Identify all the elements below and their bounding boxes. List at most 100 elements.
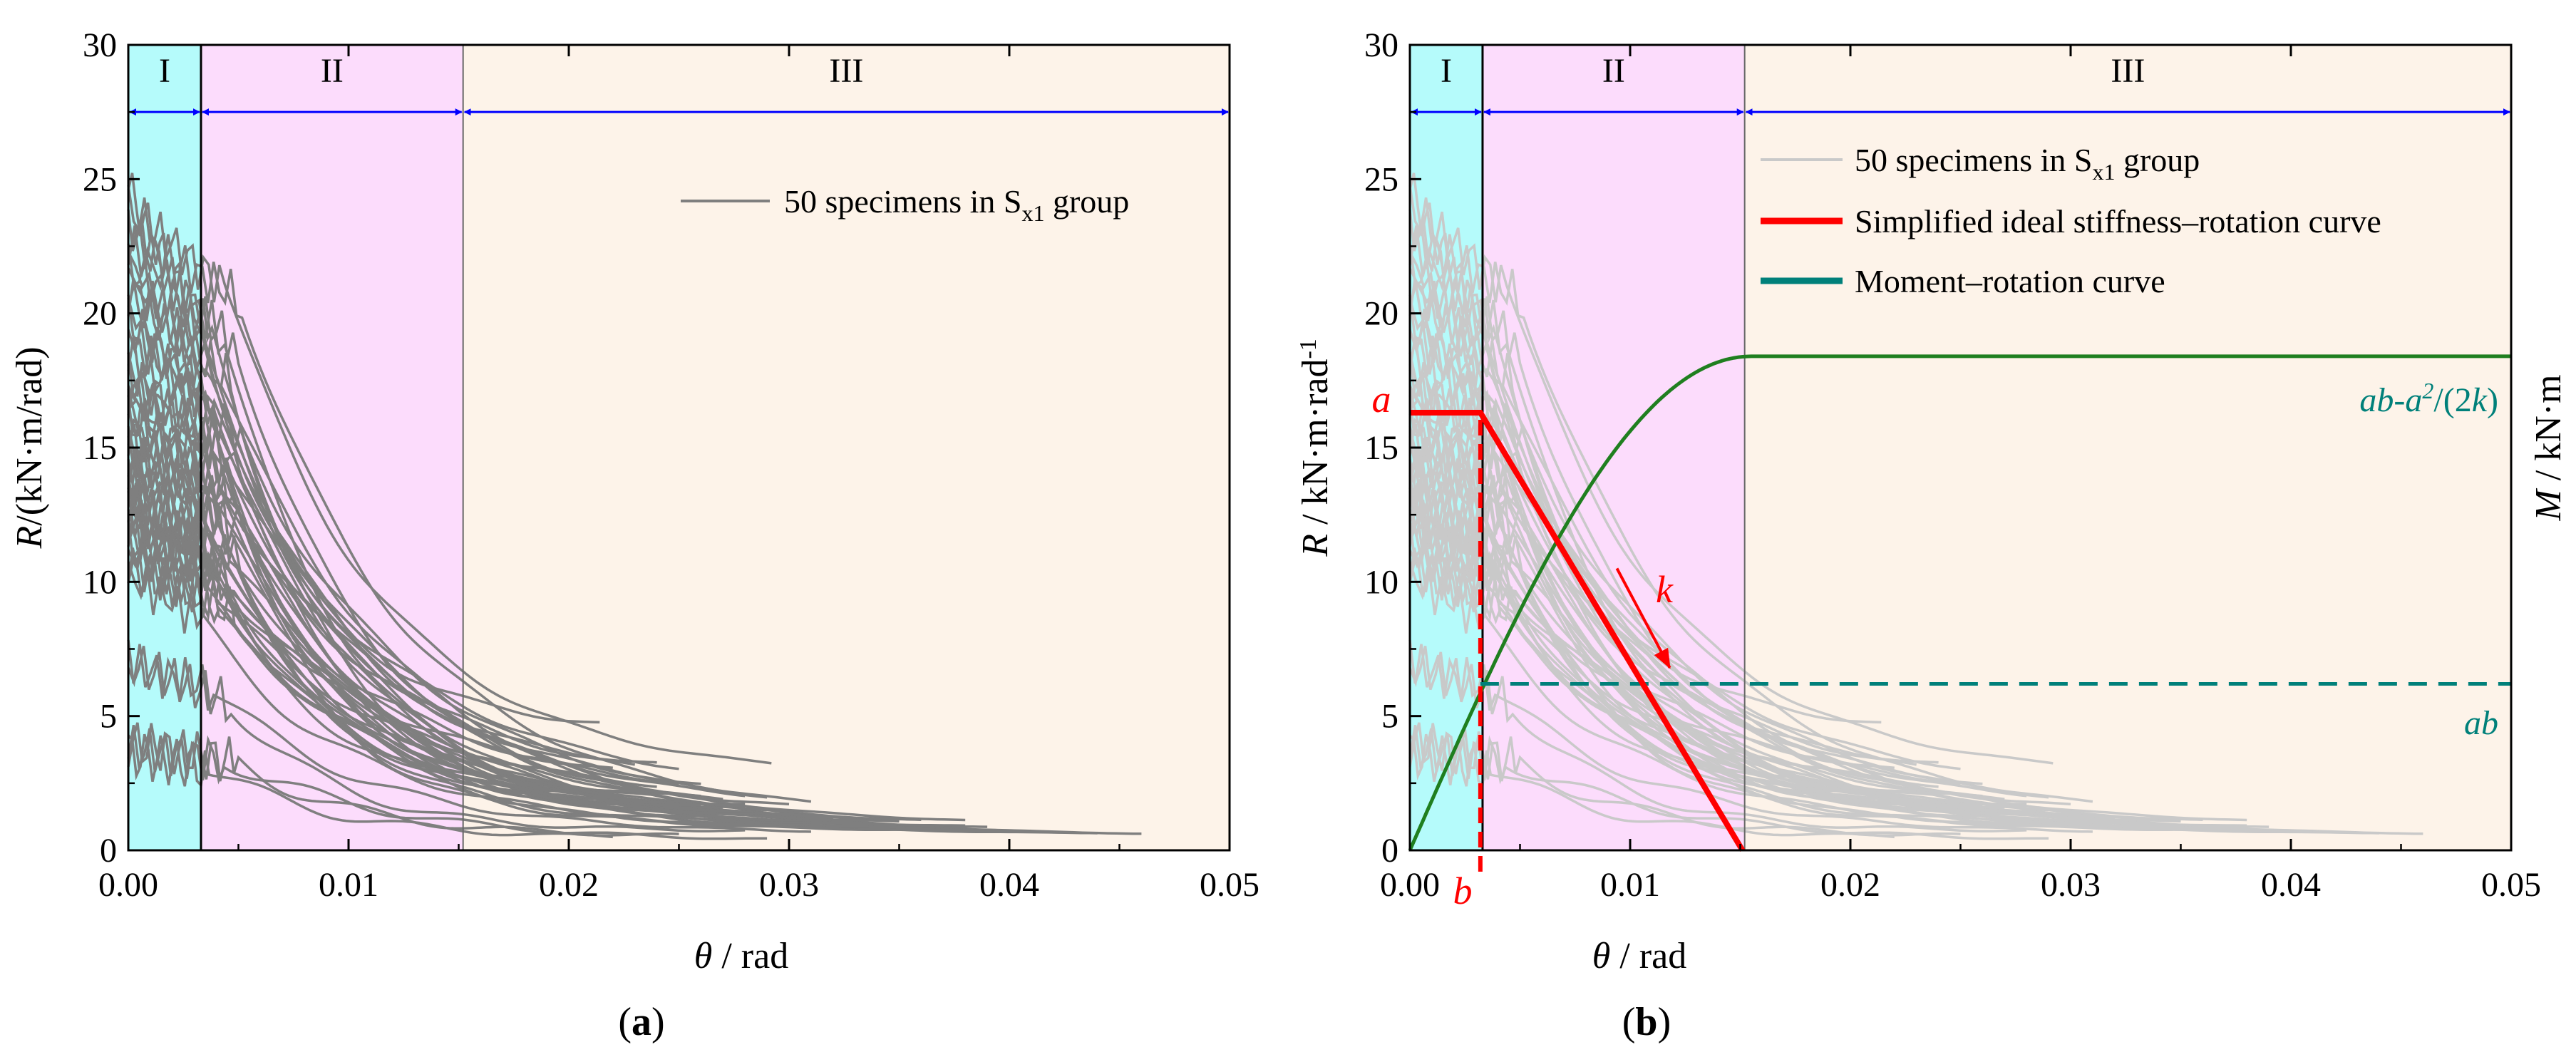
x-tick-label: 0.04 [979,866,1039,904]
annotation-a: a [1372,378,1391,421]
region-label-I: I [1441,52,1452,90]
specimen-curve [1408,520,2115,819]
specimen-curve [1408,457,2049,815]
region-labels: I II III [159,52,863,90]
annotation-k: k [1656,568,1674,611]
panel-label-b: (b) [1622,1000,1671,1044]
y-tick-label: 25 [1364,160,1398,198]
specimen-curve [127,725,768,840]
moment-rotation-curve [1408,354,2511,852]
specimen-curve [127,545,768,815]
specimen-curve [127,561,877,826]
specimen-curve [1408,545,2049,815]
panel-label-a: (a) [618,1000,664,1044]
region-labels: I II III [1441,52,2145,90]
legend-a: 50 specimens in Sx1 group [681,183,1129,226]
legend-label-specimens: 50 specimens in Sx1 group [784,183,1129,226]
specimen-curve [127,520,833,819]
y-tick-label: 10 [1364,563,1398,601]
annotation-b: b [1453,870,1473,912]
y-tick-label: 20 [1364,295,1398,333]
legend-label-specimens: 50 specimens in Sx1 group [1855,142,2200,185]
legend-label-moment-curve: Moment–rotation curve [1855,263,2165,299]
specimen-curve [1408,733,1895,839]
legend-b: 50 specimens in Sx1 group Simplified ide… [1761,142,2381,299]
specimen-curve [127,448,900,823]
model-curves [1408,354,2511,872]
x-tick-label: 0.00 [98,866,158,904]
specimen-curve [1408,499,2203,827]
simplified-stiffness-curve [1410,410,1746,852]
y-tick-label: 5 [100,698,117,736]
region-label-II: II [1602,52,1625,90]
region-label-III: III [2111,52,2145,90]
y-axis-label: R/(kN·m/rad) [9,346,50,549]
specimen-curve [1408,644,2093,833]
specimen-curve [127,499,922,827]
region-band-III [463,45,1230,850]
specimen-curve [127,483,1031,832]
axis-ticks: 0.00 0.01 0.02 0.03 0.04 0.05 0 5 10 15 20 25 30 [1364,26,2541,904]
specimen-curve [127,639,746,832]
axis-ticks: 0.00 0.01 0.02 0.03 0.04 0.05 0 5 10 15 20 25 30 [83,26,1259,904]
y-tick-label: 0 [1381,832,1398,870]
y-tick-label: 20 [83,295,117,333]
x-tick-label: 0.01 [319,866,378,904]
region-label-I: I [159,52,170,90]
x-tick-label: 0.03 [2041,866,2101,904]
panel-a: I II III 0.00 0.01 0.02 0.03 0.04 0.05051015202… [9,26,1259,1044]
specimen-curve [127,542,966,827]
y-tick-label: 15 [1364,429,1398,467]
y-tick-label: 25 [83,160,117,198]
specimen-curve [1408,547,1939,788]
x-axis-label: θ / rad [694,936,788,976]
region-label-III: III [829,52,863,90]
panel-b: I II III 0.00 0.01 0.02 0.03 0.04 0.05051015202… [1295,26,2569,1044]
slope-k-arrow [1615,567,1671,669]
region-band-III [1744,45,2511,850]
y-tick-label: 30 [83,26,117,64]
y2-axis-label: M / kN·m [2528,374,2569,521]
annotation-ab: ab [2464,704,2498,742]
x-tick-label: 0.05 [1200,866,1259,904]
specimen-curve [1408,483,2313,832]
annotation-ab-expression: ab-a2/(2k) [2359,378,2498,419]
region-dividers [1481,45,1746,850]
specimen-curve [1408,725,2049,840]
x-tick-label: 0.05 [2481,866,2541,904]
specimen-curve [127,733,613,839]
x-tick-label: 0.02 [539,866,599,904]
x-tick-label: 0.01 [1600,866,1660,904]
y-tick-label: 15 [83,429,117,467]
specimen-curve [1408,448,2181,823]
specimen-curve [1408,507,1917,793]
x-tick-label: 0.04 [2261,866,2321,904]
specimen-curves [127,172,1142,840]
specimen-curve [127,507,635,793]
specimen-curve [1408,324,2203,821]
y-tick-label: 5 [1381,698,1398,736]
y-tick-label: 0 [100,832,117,870]
specimen-curve [1408,542,2247,827]
specimen-curve [127,644,811,833]
region-bands [128,45,1230,850]
plot-frame [127,43,1231,852]
region-label-II: II [321,52,344,90]
specimen-curve [1408,488,1961,785]
x-axis-label: θ / rad [1592,936,1686,976]
y-tick-label: 10 [83,563,117,601]
specimen-curve [1408,561,2159,826]
y-tick-label: 30 [1364,26,1398,64]
specimen-curve [127,324,922,821]
specimen-curve [127,457,768,815]
y-axis-label: R / kN·m·rad-1 [1295,339,1336,557]
plot-frame [1408,43,2513,852]
x-tick-label: 0.02 [1820,866,1880,904]
x-tick-label: 0.00 [1380,866,1440,904]
region-dividers [200,45,464,850]
specimen-curve [127,488,679,785]
specimen-curve [127,547,657,788]
x-tick-label: 0.03 [759,866,819,904]
legend-label-simplified-curve: Simplified ideal stiffness–rotation curv… [1855,203,2381,239]
